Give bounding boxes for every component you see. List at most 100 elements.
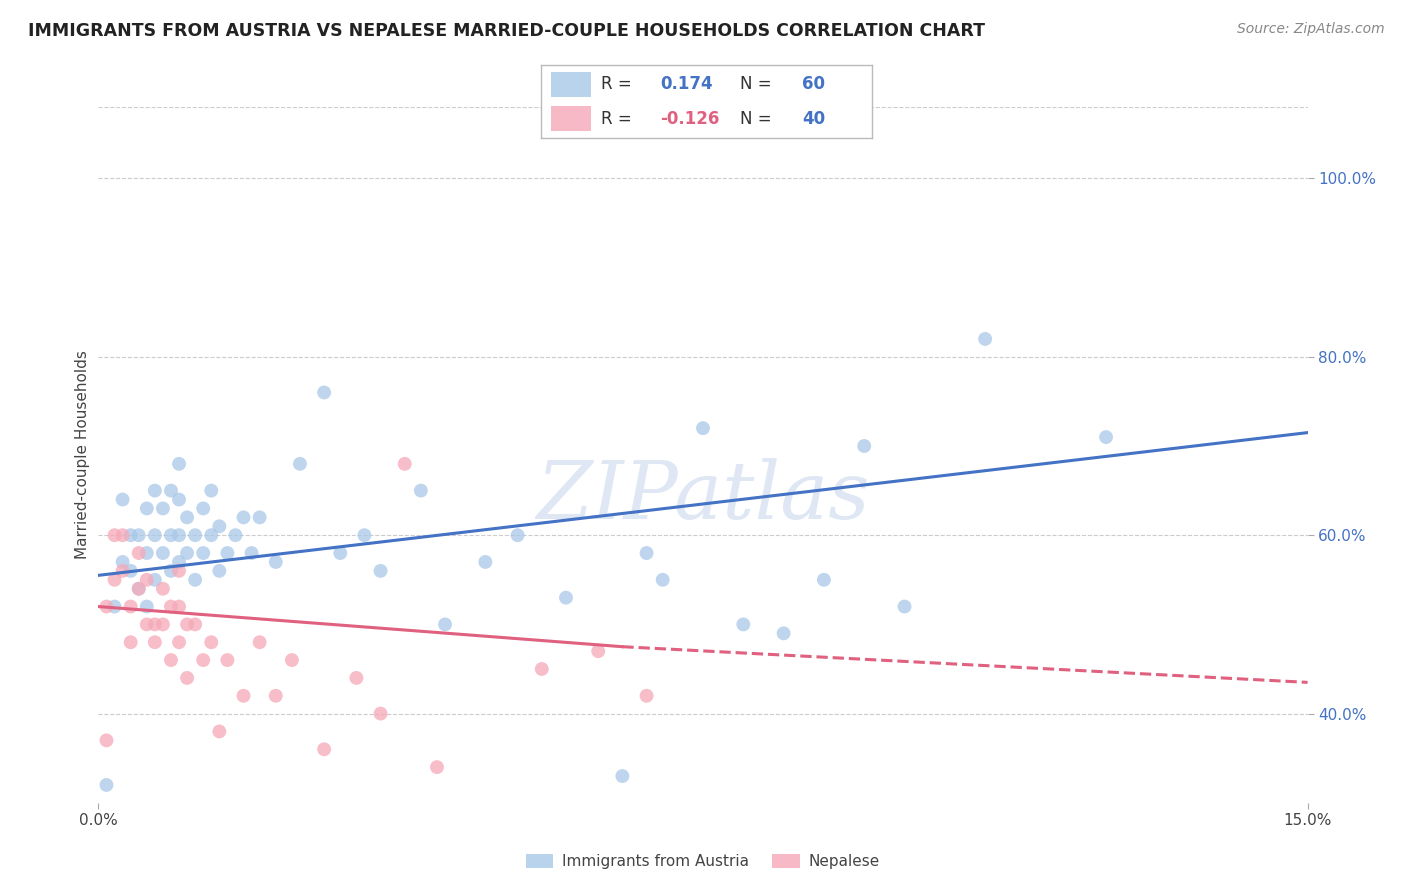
Point bbox=[853, 439, 876, 453]
Point bbox=[1095, 430, 1118, 444]
Point bbox=[111, 564, 134, 578]
Point bbox=[160, 483, 183, 498]
Text: -0.126: -0.126 bbox=[661, 110, 720, 128]
Point bbox=[111, 555, 134, 569]
Point bbox=[314, 385, 336, 400]
Point bbox=[474, 555, 496, 569]
Bar bbox=[551, 71, 591, 96]
Point bbox=[370, 564, 392, 578]
Point bbox=[152, 546, 174, 560]
Point bbox=[135, 501, 157, 516]
Point bbox=[612, 769, 634, 783]
Point bbox=[217, 653, 239, 667]
Point bbox=[152, 617, 174, 632]
Text: IMMIGRANTS FROM AUSTRIA VS NEPALESE MARRIED-COUPLE HOUSEHOLDS CORRELATION CHART: IMMIGRANTS FROM AUSTRIA VS NEPALESE MARR… bbox=[28, 22, 986, 40]
Point bbox=[103, 573, 125, 587]
Point bbox=[152, 582, 174, 596]
Point bbox=[143, 528, 166, 542]
Point bbox=[160, 528, 183, 542]
Point bbox=[193, 653, 215, 667]
Point bbox=[143, 483, 166, 498]
Text: 60: 60 bbox=[803, 75, 825, 93]
Point bbox=[208, 564, 231, 578]
Point bbox=[167, 635, 190, 649]
Point bbox=[128, 528, 150, 542]
Point bbox=[288, 457, 311, 471]
Point bbox=[651, 573, 673, 587]
Point bbox=[530, 662, 553, 676]
Point bbox=[176, 671, 198, 685]
Point bbox=[135, 617, 157, 632]
Point bbox=[128, 582, 150, 596]
Point bbox=[264, 689, 287, 703]
Text: 40: 40 bbox=[803, 110, 825, 128]
Point bbox=[160, 653, 183, 667]
Point bbox=[264, 555, 287, 569]
Point bbox=[167, 457, 190, 471]
Point bbox=[224, 528, 246, 542]
Point bbox=[120, 564, 142, 578]
Text: N =: N = bbox=[740, 75, 776, 93]
Point bbox=[208, 519, 231, 533]
Point bbox=[135, 546, 157, 560]
Point bbox=[506, 528, 529, 542]
Point bbox=[167, 528, 190, 542]
Point bbox=[120, 599, 142, 614]
Point bbox=[111, 528, 134, 542]
Point bbox=[176, 617, 198, 632]
Point bbox=[344, 671, 367, 685]
Point bbox=[96, 599, 118, 614]
Point bbox=[249, 635, 271, 649]
Point bbox=[184, 573, 207, 587]
Point bbox=[160, 599, 183, 614]
Text: R =: R = bbox=[600, 110, 637, 128]
Y-axis label: Married-couple Households: Married-couple Households bbox=[75, 351, 90, 559]
Point bbox=[128, 546, 150, 560]
Point bbox=[193, 501, 215, 516]
Point bbox=[176, 546, 198, 560]
Point bbox=[152, 501, 174, 516]
Point bbox=[135, 573, 157, 587]
Point bbox=[586, 644, 609, 658]
Point bbox=[232, 510, 254, 524]
Point bbox=[217, 546, 239, 560]
Point bbox=[103, 528, 125, 542]
Point bbox=[208, 724, 231, 739]
Bar bbox=[551, 106, 591, 131]
Point bbox=[143, 573, 166, 587]
Point bbox=[733, 617, 755, 632]
Point bbox=[974, 332, 997, 346]
Point bbox=[103, 599, 125, 614]
Text: ZIPatlas: ZIPatlas bbox=[536, 458, 870, 535]
Point bbox=[167, 599, 190, 614]
Point bbox=[143, 635, 166, 649]
Point bbox=[240, 546, 263, 560]
Point bbox=[96, 778, 118, 792]
Point bbox=[167, 555, 190, 569]
Point bbox=[555, 591, 578, 605]
Point bbox=[193, 546, 215, 560]
Point bbox=[167, 564, 190, 578]
Point bbox=[636, 689, 658, 703]
Text: R =: R = bbox=[600, 75, 637, 93]
Point bbox=[143, 617, 166, 632]
Point bbox=[353, 528, 375, 542]
Point bbox=[176, 510, 198, 524]
Point bbox=[111, 492, 134, 507]
Text: N =: N = bbox=[740, 110, 776, 128]
Point bbox=[120, 635, 142, 649]
Point bbox=[200, 635, 222, 649]
Text: Source: ZipAtlas.com: Source: ZipAtlas.com bbox=[1237, 22, 1385, 37]
Point bbox=[314, 742, 336, 756]
Point bbox=[434, 617, 457, 632]
Point bbox=[329, 546, 352, 560]
Point bbox=[409, 483, 432, 498]
Point bbox=[184, 528, 207, 542]
Point bbox=[200, 483, 222, 498]
Point bbox=[370, 706, 392, 721]
Point bbox=[120, 528, 142, 542]
Point bbox=[281, 653, 304, 667]
Point bbox=[135, 599, 157, 614]
Point bbox=[893, 599, 915, 614]
Point bbox=[232, 689, 254, 703]
